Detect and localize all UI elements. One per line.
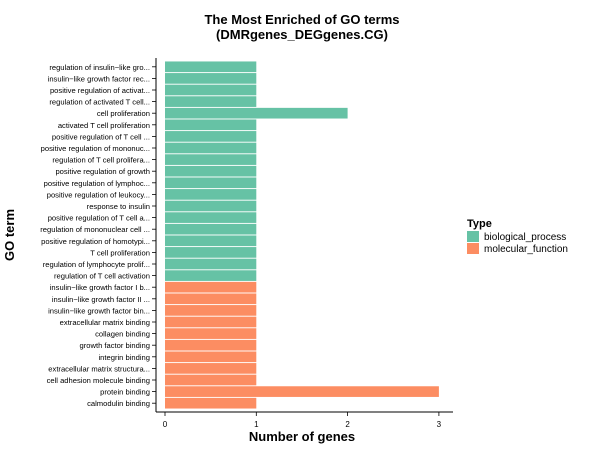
y-tick-label: positive regulation of lymphoc... (44, 179, 150, 188)
bar (165, 61, 257, 73)
y-axis-label: GO term (2, 209, 17, 261)
bars-layer (165, 61, 439, 409)
y-tick-label: T cell proliferation (90, 248, 150, 257)
bar (165, 293, 257, 305)
chart-title-line1: The Most Enriched of GO terms (204, 12, 399, 27)
y-tick-label: cell adhesion molecule binding (47, 376, 150, 385)
legend-label: molecular_function (484, 244, 568, 255)
y-tick-label: insulin−like growth factor II ... (52, 295, 150, 304)
y-tick-label: positive regulation of activat... (50, 86, 150, 95)
bar (165, 189, 257, 200)
y-tick-label: insulin−like growth factor I b... (50, 283, 150, 292)
y-tick-label: collagen binding (95, 330, 150, 339)
x-tick-label: 0 (163, 420, 168, 429)
y-tick-label: calmodulin binding (87, 399, 150, 408)
legend: Type biological_processmolecular_functio… (467, 218, 568, 255)
bar (165, 316, 257, 328)
y-tick-label: positive regulation of growth (55, 167, 150, 176)
y-tick-label: extracellular matrix structura... (48, 364, 150, 373)
bar (165, 397, 257, 409)
bar (165, 154, 257, 165)
y-tick-label: positive regulation of homotypi... (41, 237, 150, 246)
bar (165, 328, 257, 339)
y-tick-label: regulation of lymphocyte prolif... (43, 260, 150, 269)
bar (165, 386, 439, 397)
bar (165, 96, 257, 107)
bar (165, 142, 257, 154)
y-tick-label: positive regulation of leukocy... (47, 190, 150, 199)
y-tick-label: positive regulation of mononuc... (41, 144, 150, 153)
y-tick-label: extracellular matrix binding (60, 318, 150, 327)
bar (165, 223, 257, 235)
bar (165, 281, 257, 293)
x-axis-label: Number of genes (249, 429, 355, 444)
bar (165, 73, 257, 84)
bar (165, 247, 257, 258)
bar (165, 107, 348, 119)
y-tick-label: regulation of T cell prolifera... (52, 156, 150, 165)
bar (165, 374, 257, 386)
y-tick-label: response to insulin (87, 202, 150, 211)
bar (165, 131, 257, 142)
bar (165, 351, 257, 363)
y-tick-label: growth factor binding (80, 341, 151, 350)
y-tick-label: protein binding (100, 388, 150, 397)
x-tick-label: 2 (345, 420, 350, 429)
y-tick-label: activated T cell proliferation (58, 121, 150, 130)
bar (165, 177, 257, 189)
x-tick-label: 3 (437, 420, 442, 429)
bar (165, 84, 257, 96)
y-tick-label: insulin−like growth factor bin... (48, 306, 150, 315)
y-tick-label: regulation of T cell activation (54, 272, 150, 281)
legend-swatch (467, 231, 479, 242)
bar (165, 119, 257, 131)
y-tick-label: regulation of insulin−like gro... (49, 63, 150, 72)
y-tick-labels: regulation of insulin−like gro... insulin… (40, 63, 156, 408)
bar (165, 363, 257, 374)
x-tick-label: 1 (254, 420, 259, 429)
bar (165, 339, 257, 351)
bar (165, 270, 257, 281)
y-tick-label: regulation of mononuclear cell ... (40, 225, 150, 234)
bar (165, 258, 257, 270)
bar (165, 200, 257, 212)
legend-swatch (467, 243, 479, 254)
y-tick-label: positive regulation of T cell a... (48, 214, 150, 223)
bar (165, 235, 257, 247)
legend-title: Type (467, 218, 492, 230)
y-tick-label: integrin binding (98, 353, 150, 362)
bar (165, 212, 257, 223)
y-tick-label: positive regulation of T cell ... (52, 132, 150, 141)
y-tick-label: insulin−like growth factor rec... (48, 74, 150, 83)
y-tick-label: cell proliferation (97, 109, 150, 118)
bar (165, 165, 257, 177)
chart-title-line2: (DMRgenes_DEGgenes.CG) (216, 27, 388, 42)
y-tick-label: regulation of activated T cell... (49, 98, 150, 107)
bar (165, 305, 257, 316)
x-tick-labels: 0 1 2 3 (163, 412, 442, 429)
legend-label: biological_process (484, 232, 566, 243)
